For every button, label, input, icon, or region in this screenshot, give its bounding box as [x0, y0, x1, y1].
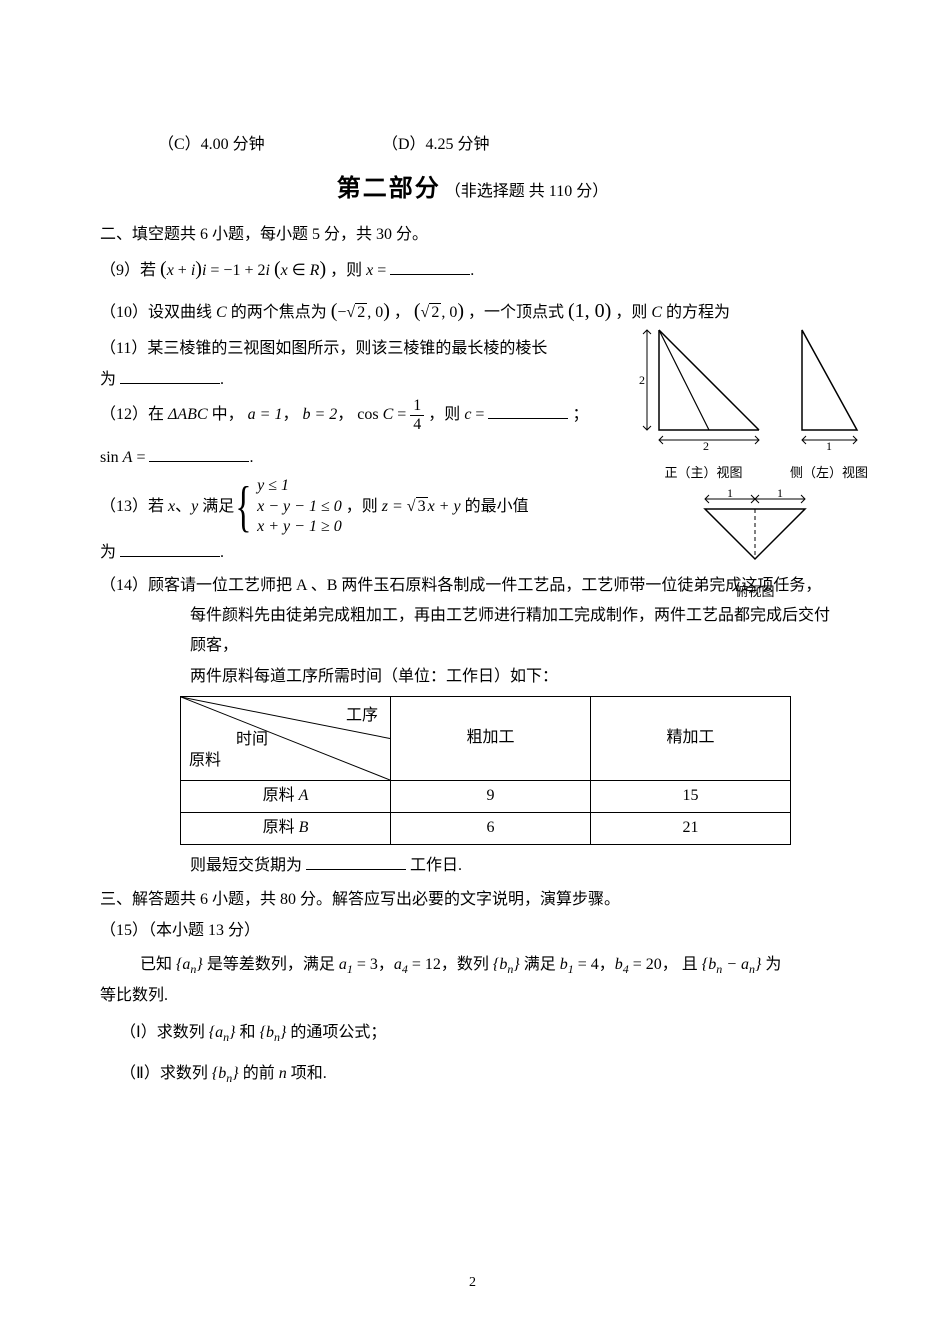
q15-line1: 已知 {an} 是等差数列，满足 a1 = 3，a4 = 12，数列 {bn} … [100, 950, 845, 981]
q13-sys-3: x + y − 1 ≥ 0 [257, 517, 342, 538]
q12-semi: ； [572, 406, 588, 423]
three-view-diagram: 2 2 正（主）视图 1 侧（左）视图 [625, 320, 885, 605]
front-view: 2 2 正（主）视图 [639, 320, 769, 485]
q14-label: （14） [100, 577, 148, 594]
q13: （13）若 x、y 满足 { y ≤ 1 x − y − 1 ≤ 0 x + y… [100, 476, 660, 538]
part2-heading-big: 第二部分 [337, 175, 441, 202]
q12: （12）在 ΔABC 中， a = 1， b = 2， cos C = 14 ，… [100, 397, 660, 433]
rowA-c2: 9 [391, 781, 591, 813]
front-dim-v: 2 [639, 373, 645, 387]
svg-text:2: 2 [703, 439, 709, 450]
q14-blank [306, 852, 406, 870]
rowB-label: 原料 B [181, 813, 391, 845]
svg-text:1: 1 [826, 439, 832, 450]
q8-choices-row: （C）4.00 分钟 （D）4.25 分钟 [100, 130, 845, 160]
front-caption: 正（主）视图 [639, 461, 769, 486]
q11-line1: （11）某三棱锥的三视图如图所示，则该三棱锥的最长棱的棱长 [100, 334, 660, 364]
hdr-mid: 时间 [236, 725, 268, 755]
q14-l2: 每件颜料先由徒弟完成粗加工，再由工艺师进行精加工完成制作，两件工艺品都完成后交付… [100, 601, 845, 662]
table-row: 原料 A 9 15 [181, 781, 791, 813]
part2-heading-small: （非选择题 共 110 分） [445, 183, 608, 200]
q14-l3: 两件原料每道工序所需时间（单位：工作日）如下： [100, 662, 845, 692]
q11-blank [120, 366, 220, 384]
q12-cosC: cos C = [357, 406, 410, 423]
q14: （14）顾客请一位工艺师把 A 、B 两件玉石原料各制成一件工艺品，工艺师带一位… [100, 571, 845, 882]
top-caption: 俯视图 [625, 580, 885, 605]
q10-mid: ，一个顶点式 [468, 304, 564, 321]
hdr-top: 工序 [346, 701, 378, 731]
q12-line2: sin A = . [100, 443, 660, 473]
side-caption: 侧（左）视图 [787, 461, 872, 486]
q9-tail: ，则 x = [330, 262, 386, 279]
table-row: 原料 B 6 21 [181, 813, 791, 845]
rowB-c2: 6 [391, 813, 591, 845]
q15-line2: 等比数列. [100, 981, 845, 1011]
svg-text:1: 1 [727, 489, 733, 500]
table-col3-hdr: 精加工 [591, 697, 791, 781]
q12-mid: ，则 c = [428, 406, 484, 423]
rowA-label: 原料 A [181, 781, 391, 813]
side-view: 1 侧（左）视图 [787, 320, 872, 485]
q12-a: a = 1 [248, 406, 283, 423]
q13-sys-2: x − y − 1 ≤ 0 [257, 497, 342, 518]
hdr-bot: 原料 [189, 746, 221, 776]
q8-choice-d: （D）4.25 分钟 [382, 136, 490, 153]
rowA-c3: 15 [591, 781, 791, 813]
q12-b: b = 2 [302, 406, 337, 423]
q9: （9）若 (x + i)i = −1 + 2i (x ∈ R) ，则 x = . [100, 250, 845, 288]
page-number: 2 [0, 1270, 945, 1297]
q14-l4: 则最短交货期为 工作日. [100, 851, 845, 881]
q9-label: （9）若 [100, 262, 156, 279]
q15-part1: （Ⅰ）求数列 {an} 和 {bn} 的通项公式； [100, 1018, 845, 1049]
table-row: 工序 时间 原料 粗加工 精加工 [181, 697, 791, 781]
q12-label: （12）在 ΔABC 中， [100, 406, 244, 423]
q13-sys-1: y ≤ 1 [257, 476, 342, 497]
q15-part2: （Ⅱ）求数列 {bn} 的前 n 项和. [100, 1059, 845, 1090]
section3-intro: 三、解答题共 6 小题，共 80 分。解答应写出必要的文字说明，演算步骤。 [100, 885, 845, 915]
q11-line2-prefix: 为 [100, 371, 116, 388]
q12-blank-a [149, 445, 249, 463]
q13-tail1: ，则 [346, 498, 378, 515]
q11: （11）某三棱锥的三视图如图所示，则该三棱锥的最长棱的棱长 为 . [100, 334, 660, 395]
part2-heading: 第二部分 （非选择题 共 110 分） [100, 166, 845, 212]
q15-label: （15）（本小题 13 分） [100, 916, 845, 946]
q10-vertex: (1, 0) [568, 300, 611, 322]
q10-tail: ，则 C 的方程为 [615, 304, 730, 321]
q8-choice-c: （C）4.00 分钟 [158, 130, 378, 160]
q13-label: （13）若 x、y 满足 [100, 498, 234, 515]
table-header-diag: 工序 时间 原料 [181, 697, 391, 781]
section2-intro: 二、填空题共 6 小题，每小题 5 分，共 30 分。 [100, 220, 845, 250]
q13-tail2: 的最小值 [465, 498, 529, 515]
table-col2-hdr: 粗加工 [391, 697, 591, 781]
top-view: 1 1 俯视图 [625, 489, 885, 604]
q12-blank-c [488, 401, 568, 419]
q9-blank [390, 258, 470, 276]
q14-table: 工序 时间 原料 粗加工 精加工 原料 A 9 15 原料 B 6 21 [180, 696, 791, 845]
rowB-c3: 21 [591, 813, 791, 845]
q10-label: （10）设双曲线 C 的两个焦点为 [100, 304, 327, 321]
svg-text:1: 1 [777, 489, 783, 500]
q13-blank [120, 540, 220, 558]
